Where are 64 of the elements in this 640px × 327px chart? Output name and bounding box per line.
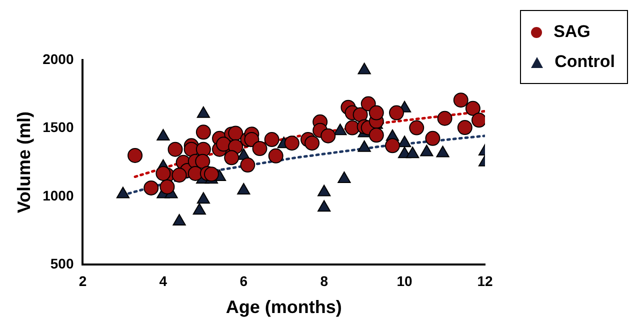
point [252, 141, 268, 156]
point [284, 136, 300, 151]
point [465, 100, 480, 116]
point [338, 171, 351, 183]
point [172, 168, 187, 183]
x-tick-label: 10 [396, 272, 413, 289]
point [196, 142, 211, 157]
point [144, 180, 159, 196]
legend-label: Control [554, 52, 615, 72]
point [437, 110, 452, 126]
point [264, 132, 280, 148]
y-tick-label: 500 [50, 255, 74, 272]
point [240, 158, 256, 173]
point [368, 105, 384, 120]
y-tick-label: 2000 [42, 50, 74, 67]
x-tick-label: 12 [477, 272, 493, 289]
point [228, 126, 244, 141]
point [420, 144, 434, 156]
point [192, 203, 206, 215]
point [360, 96, 376, 112]
point [368, 128, 384, 143]
point [425, 130, 440, 146]
point [334, 124, 347, 136]
point [156, 129, 170, 141]
point [358, 140, 371, 152]
point [320, 128, 336, 144]
point [318, 200, 331, 212]
point [224, 150, 240, 166]
y-axis-title: Volume (ml) [14, 111, 34, 214]
x-tick-label: 4 [159, 272, 168, 289]
point [116, 186, 130, 198]
point [160, 179, 175, 194]
point [196, 124, 211, 140]
legend-label: SAG [554, 22, 590, 42]
point [304, 136, 320, 151]
point [457, 120, 472, 136]
point [409, 120, 424, 136]
point [204, 166, 219, 182]
point [471, 112, 485, 128]
y-tick-label: 1500 [42, 119, 74, 136]
x-axis-title: Age (months) [226, 297, 342, 318]
point [128, 148, 143, 163]
point [436, 146, 450, 158]
point [168, 142, 183, 157]
point [344, 120, 360, 136]
x-tick-label: 6 [240, 272, 248, 289]
point [398, 136, 412, 148]
y-tick-label: 1000 [42, 187, 74, 204]
point [244, 132, 260, 148]
point [384, 138, 400, 154]
point [318, 184, 331, 196]
point [268, 148, 284, 164]
point [237, 183, 250, 195]
point [406, 146, 420, 158]
point [172, 214, 186, 226]
x-tick-label: 8 [320, 272, 328, 289]
x-tick-label: 2 [78, 272, 87, 289]
point [389, 105, 404, 120]
line-series [134, 110, 485, 178]
point [216, 136, 232, 152]
point [453, 92, 468, 108]
point [195, 154, 210, 169]
point [156, 166, 171, 181]
point [196, 192, 210, 204]
